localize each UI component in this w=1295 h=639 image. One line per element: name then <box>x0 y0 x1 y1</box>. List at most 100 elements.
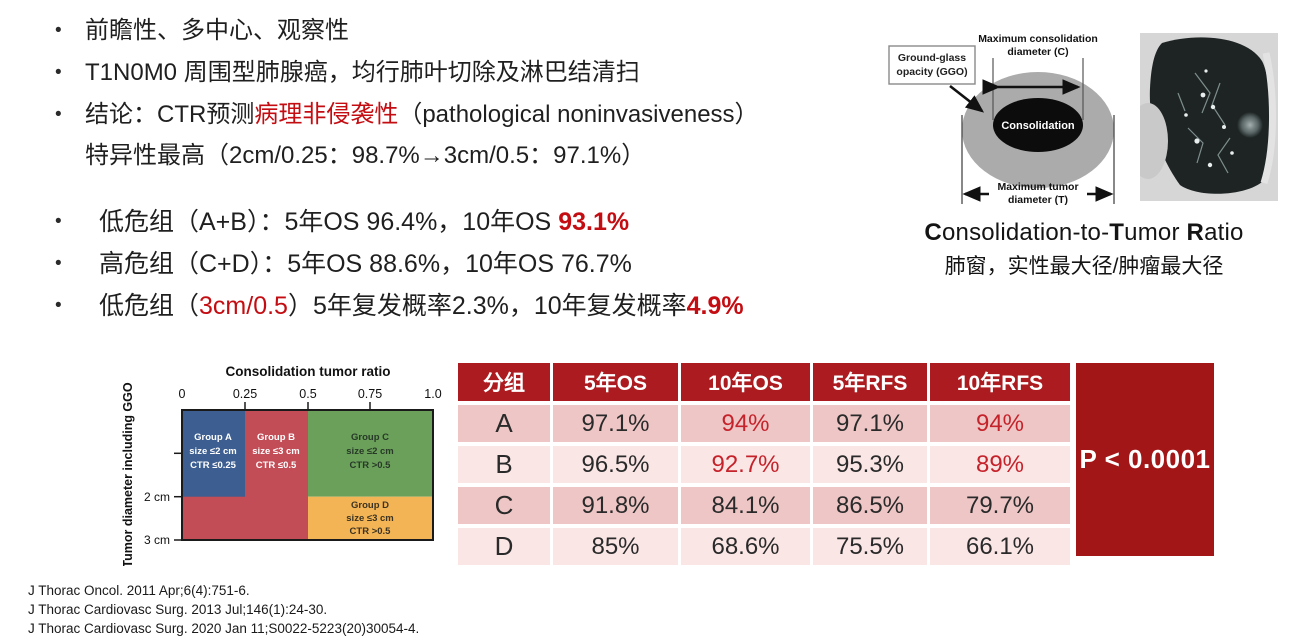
ctr-caption-cn: 肺窗，实性最大径/肿瘤最大径 <box>944 255 1224 278</box>
table-cell: 75.5% <box>813 528 927 565</box>
ct-chest-wall <box>1260 52 1276 185</box>
table-cell: C <box>458 487 550 524</box>
bullet-text: 前瞻性、多中心、观察性 <box>85 17 349 44</box>
ctr-caption-en: Consolidation-to-Tumor Ratio <box>924 219 1244 246</box>
x-tick-025: 0.25 <box>233 387 257 401</box>
ctr-schematic-diagram: Consolidation Ground-glass opacity (GGO)… <box>888 33 1115 206</box>
y-tick-3cm: 3 cm <box>144 533 170 547</box>
svg-text:CTR ≤0.5: CTR ≤0.5 <box>256 460 297 471</box>
table-cell: 84.1% <box>681 487 810 524</box>
svg-text:CTR ≤0.25: CTR ≤0.25 <box>190 460 237 471</box>
reference-line: J Thorac Oncol. 2011 Apr;6(4):751-6. <box>28 583 250 598</box>
svg-text:CTR >0.5: CTR >0.5 <box>350 460 392 471</box>
highlight-recurrence-10y: 4.9% <box>686 292 744 320</box>
svg-text:size ≤3 cm: size ≤3 cm <box>346 513 393 524</box>
reference-line: J Thorac Cardiovasc Surg. 2020 Jan 11;S0… <box>28 621 420 636</box>
group-d-region <box>308 496 433 540</box>
ct-lung-field <box>1149 37 1271 194</box>
table-cell: 94% <box>681 405 810 442</box>
reference-line: J Thorac Cardiovasc Surg. 2013 Jul;146(1… <box>28 602 328 617</box>
bullet-conclusion-line2: 特异性最高（2cm/0.25：98.7%→3cm/0.5：97.1%） <box>55 140 645 171</box>
col-header-group: 分组 <box>458 363 550 401</box>
svg-text:Group D: Group D <box>351 500 389 511</box>
bullet-icon: • <box>55 20 62 41</box>
plot-border <box>181 409 434 541</box>
bullet-text: 高危组（C+D）：5年OS 88.6%，10年OS 76.7% <box>99 250 632 278</box>
table-cell: 92.7% <box>681 446 810 483</box>
bullet-high-risk-os: • 高危组（C+D）：5年OS 88.6%，10年OS 76.7% <box>55 248 632 280</box>
bullet-icon: • <box>55 295 62 316</box>
ggo-label-line2: opacity (GGO) <box>896 66 967 78</box>
col-header-5y-rfs: 5年RFS <box>813 363 927 401</box>
highlight-noninvasiveness: 病理非侵袭性 <box>254 101 399 128</box>
bullet-population: • T1N0M0 周围型肺腺癌，均行肺叶切除及淋巴结清扫 <box>55 57 640 88</box>
svg-text:size ≤2 cm: size ≤2 cm <box>346 446 393 457</box>
x-tick-0: 0 <box>179 387 186 401</box>
max-consolidation-line1: Maximum consolidation <box>978 33 1098 45</box>
group-a-region <box>182 410 245 497</box>
bullet-text: 特异性最高（2cm/0.25：98.7%→3cm/0.5：97.1%） <box>85 142 646 169</box>
svg-text:Group A: Group A <box>194 432 232 443</box>
group-c-region <box>308 410 433 497</box>
ggo-label-line1: Ground-glass <box>898 52 966 64</box>
svg-text:size ≤3 cm: size ≤3 cm <box>252 446 299 457</box>
bullet-text: 低危组（A+B）：5年OS 96.4%，10年OS 93.1% <box>99 208 630 236</box>
table-cell: 95.3% <box>813 446 927 483</box>
bullet-conclusion: • 结论：CTR预测病理非侵袭性（pathological noninvasiv… <box>55 99 759 130</box>
table-cell: B <box>458 446 550 483</box>
ctr-group-chart: Consolidation tumor ratio 0 0.25 0.5 0.7… <box>121 364 442 566</box>
table-cell: 91.8% <box>553 487 678 524</box>
consolidation-label: Consolidation <box>1001 120 1075 132</box>
group-b-label: Group B size ≤3 cm CTR ≤0.5 <box>252 432 299 471</box>
x-tick-075: 0.75 <box>358 387 382 401</box>
group-a-label: Group A size ≤2 cm CTR ≤0.25 <box>189 432 236 471</box>
table-cell: 86.5% <box>813 487 927 524</box>
col-header-10y-rfs: 10年RFS <box>930 363 1070 401</box>
svg-text:Group C: Group C <box>351 432 389 443</box>
bullet-low-risk-os: • 低危组（A+B）：5年OS 96.4%，10年OS 93.1% <box>55 206 629 238</box>
bullet-text: 低危组（3cm/0.5）5年复发概率2.3%，10年复发概率4.9% <box>99 292 744 320</box>
table-cell: 79.7% <box>930 487 1070 524</box>
table-cell: 97.1% <box>813 405 927 442</box>
x-tick-05: 0.5 <box>299 387 316 401</box>
table-cell: A <box>458 405 550 442</box>
bullet-icon: • <box>55 253 62 274</box>
references: J Thorac Oncol. 2011 Apr;6(4):751-6. J T… <box>28 581 419 638</box>
svg-text:size ≤2 cm: size ≤2 cm <box>189 446 236 457</box>
outcomes-table: 分组 5年OS 10年OS 5年RFS 10年RFS A 97.1% 94% 9… <box>458 363 1070 565</box>
y-axis-label: Tumor diameter including GGO <box>121 382 135 566</box>
max-consolidation-line2: diameter (C) <box>1007 46 1068 58</box>
col-header-5y-os: 5年OS <box>553 363 678 401</box>
group-d-label: Group D size ≤3 cm CTR >0.5 <box>346 500 393 537</box>
chart-title: Consolidation tumor ratio <box>226 364 391 379</box>
ggo-label-box <box>888 45 976 85</box>
ctr-caption: Consolidation-to-Tumor Ratio 肺窗，实性最大径/肿瘤… <box>872 219 1295 280</box>
bullet-study-design: • 前瞻性、多中心、观察性 <box>55 15 349 46</box>
table-cell: 96.5% <box>553 446 678 483</box>
highlight-os-10y: 93.1% <box>558 208 630 236</box>
ct-vessels <box>1177 72 1231 174</box>
x-tick-10: 1.0 <box>424 387 441 401</box>
bullet-text: T1N0M0 周围型肺腺癌，均行肺叶切除及淋巴结清扫 <box>85 59 640 86</box>
max-tumor-line2: diameter (T) <box>1008 194 1068 206</box>
table-cell: 89% <box>930 446 1070 483</box>
ct-scan-image <box>1140 33 1278 201</box>
svg-text:Group B: Group B <box>257 432 295 443</box>
y-tick-2cm: 2 cm <box>144 490 170 504</box>
ct-vessel-dots <box>1184 69 1234 168</box>
bullet-icon: • <box>55 104 62 125</box>
table-cell: 97.1% <box>553 405 678 442</box>
col-header-10y-os: 10年OS <box>681 363 810 401</box>
table-cell: 66.1% <box>930 528 1070 565</box>
bullet-icon: • <box>55 211 62 232</box>
ct-ggo-nodule <box>1237 112 1263 138</box>
ggo-pointer-arrow <box>949 84 985 113</box>
bullet-low-risk-recurrence: • 低危组（3cm/0.5）5年复发概率2.3%，10年复发概率4.9% <box>55 290 744 322</box>
table-cell: 85% <box>553 528 678 565</box>
consolidation-ellipse <box>993 98 1083 152</box>
ct-mediastinum <box>1140 103 1168 179</box>
p-value-block: P < 0.0001 <box>1076 363 1214 556</box>
table-cell: D <box>458 528 550 565</box>
bullet-icon: • <box>55 62 62 83</box>
